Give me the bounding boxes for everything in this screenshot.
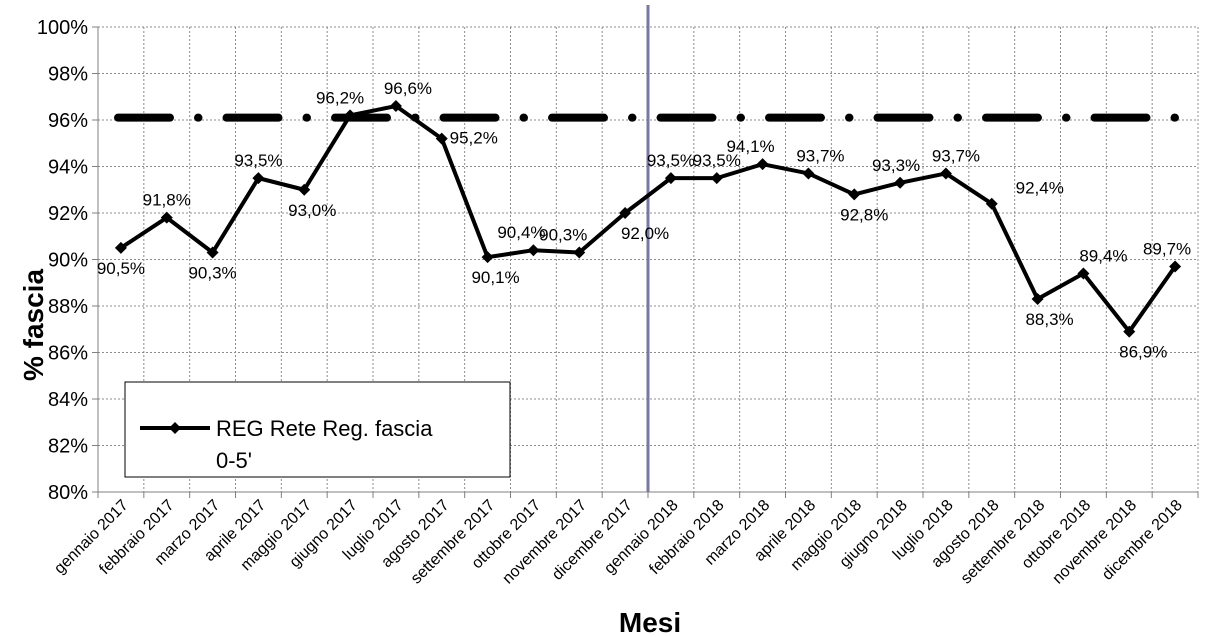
data-label: 96,2% [316, 88, 364, 107]
x-tick-label: settembre 2017 [408, 497, 499, 588]
data-label: 93,7% [932, 146, 980, 165]
data-label: 93,5% [647, 151, 695, 170]
legend-label-line-2: 0-5' [216, 448, 252, 473]
data-point-marker [619, 207, 632, 219]
data-label: 91,8% [143, 191, 191, 210]
data-label: 90,5% [97, 259, 145, 278]
data-label: 90,3% [539, 226, 587, 245]
x-tick-label: dicembre 2018 [1099, 497, 1186, 584]
data-label: 92,8% [840, 205, 888, 224]
data-point-marker [1169, 260, 1182, 273]
data-label: 86,9% [1119, 343, 1167, 362]
data-label: 94,1% [726, 137, 774, 156]
data-point-marker [802, 167, 815, 180]
data-point-marker [939, 167, 952, 180]
data-point-marker [848, 188, 861, 201]
data-point-marker [481, 251, 494, 264]
data-label: 96,6% [384, 79, 432, 98]
series-line [119, 104, 1177, 334]
legend-label-line-1: REG Rete Reg. fascia [216, 416, 433, 441]
data-label: 93,0% [288, 201, 336, 220]
data-point-marker [1077, 267, 1090, 280]
data-point-marker [344, 109, 357, 122]
data-point-marker [756, 158, 769, 171]
y-tick-label: 86% [48, 343, 88, 365]
y-tick-label: 96% [48, 110, 88, 132]
data-point-marker [206, 246, 219, 259]
data-point-marker [114, 241, 127, 254]
x-tick-label: novembre 2018 [1049, 497, 1140, 588]
data-point-marker [1031, 293, 1044, 306]
legend: REG Rete Reg. fascia 0-5' [124, 381, 511, 478]
tick-labels: 80%82%84%86%88%90%92%94%96%98%100%gennai… [37, 17, 1186, 587]
data-label: 93,5% [234, 151, 282, 170]
y-tick-label: 100% [37, 17, 88, 39]
data-label: 92,0% [621, 224, 669, 243]
data-label: 89,7% [1143, 239, 1191, 258]
y-tick-label: 98% [48, 64, 88, 86]
data-label: 92,4% [1016, 179, 1064, 198]
data-point-marker [573, 246, 586, 259]
x-tick-label: dicembre 2017 [549, 497, 636, 584]
x-axis-title: Mesi [619, 607, 681, 637]
y-tick-label: 94% [48, 157, 88, 179]
y-tick-label: 82% [48, 436, 88, 458]
y-tick-label: 80% [48, 482, 88, 504]
y-tick-label: 90% [48, 250, 88, 272]
data-point-marker [710, 172, 723, 185]
data-point-marker [252, 172, 265, 185]
data-label: 88,3% [1025, 310, 1073, 329]
y-axis-title: % fascia [18, 269, 49, 381]
x-tick-label: novembre 2017 [499, 497, 590, 588]
data-point-marker [527, 244, 540, 257]
x-tick-label: settembre 2018 [958, 497, 1049, 588]
data-point-marker [160, 211, 173, 224]
data-label: 89,4% [1079, 246, 1127, 265]
data-point-marker [894, 176, 907, 189]
data-point-marker [664, 172, 677, 185]
data-label: 90,3% [188, 264, 236, 283]
legend-marker-icon [169, 422, 181, 434]
data-point-marker [298, 183, 311, 196]
data-point-marker [1123, 325, 1136, 338]
data-point-marker [389, 100, 402, 113]
data-point-marker [985, 197, 998, 210]
y-tick-label: 92% [48, 203, 88, 225]
data-point-marker [435, 132, 448, 145]
data-label: 90,4% [497, 223, 545, 242]
y-tick-label: 84% [48, 389, 88, 411]
data-labels: 90,5% 91,8% 90,3% 93,5% 93,0% 96,2% 96,6% 95,2%… [97, 79, 1191, 362]
data-label: 93,3% [872, 156, 920, 175]
data-label: 93,5% [693, 151, 741, 170]
data-label: 90,1% [471, 268, 519, 287]
data-label: 93,7% [796, 146, 844, 165]
y-tick-label: 88% [48, 296, 88, 318]
data-label: 95,2% [450, 129, 498, 148]
series-lines [114, 100, 1182, 338]
